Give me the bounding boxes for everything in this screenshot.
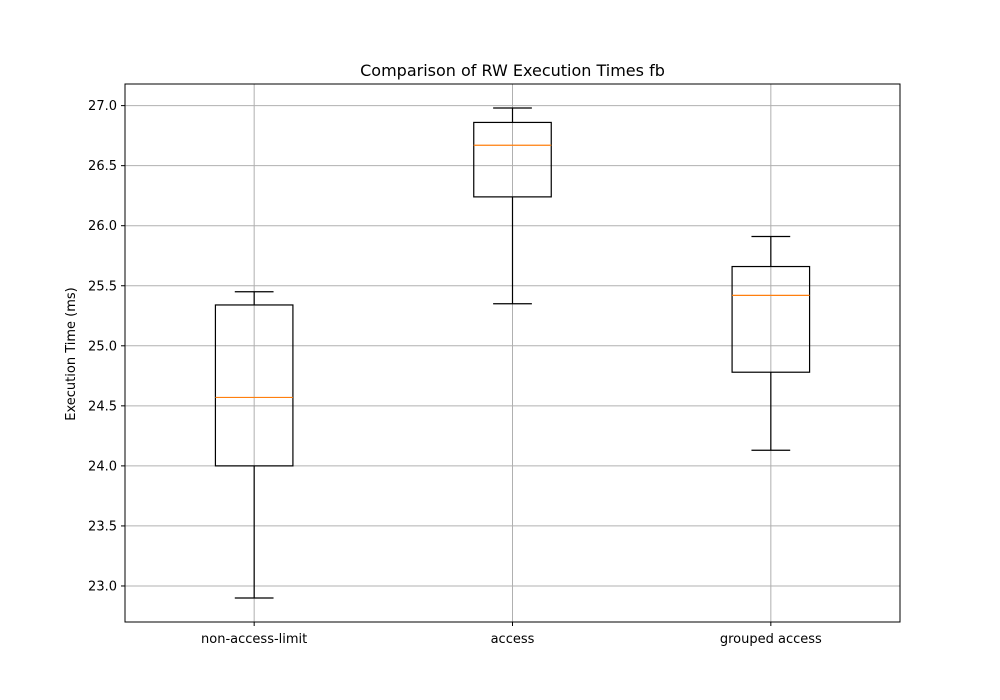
iqr-box <box>473 121 552 198</box>
y-tick-label: 25.0 <box>88 339 117 354</box>
y-tick-label: 26.0 <box>88 219 117 234</box>
y-tick-label: 24.0 <box>88 459 117 474</box>
y-tick-label: 23.5 <box>88 519 117 534</box>
iqr-box <box>214 304 294 467</box>
x-tick-label: access <box>491 632 535 647</box>
y-tick-label: 23.0 <box>88 579 117 594</box>
boxes <box>214 107 811 599</box>
grid-lines <box>125 84 900 622</box>
y-tick-label: 24.5 <box>88 399 117 414</box>
chart-title: Comparison of RW Execution Times fb <box>360 61 665 80</box>
box-grouped-access <box>731 235 811 451</box>
x-tick-label: non-access-limit <box>201 632 307 647</box>
box-access <box>473 107 552 305</box>
axes: 23.0 23.5 24.0 24.5 25.0 25.5 26.0 26.5 27.0 non-… <box>88 83 901 647</box>
x-tick-label: grouped access <box>720 632 822 647</box>
plot-frame <box>124 83 901 623</box>
y-tick-label: 26.5 <box>88 159 117 174</box>
y-tick-label: 25.5 <box>88 279 117 294</box>
y-tick-label: 27.0 <box>88 99 117 114</box>
iqr-box <box>731 265 811 373</box>
box-non-access-limit <box>214 291 294 599</box>
y-axis-label: Execution Time (ms) <box>64 287 79 420</box>
